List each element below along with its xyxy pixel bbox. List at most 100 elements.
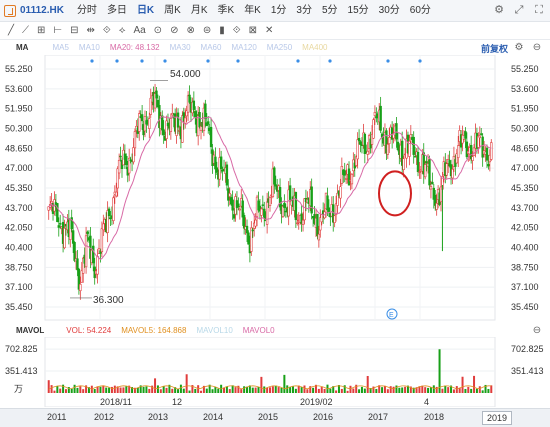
volume-bar	[406, 385, 409, 393]
candle-body	[457, 145, 460, 158]
price-label-left: 55.250	[5, 64, 33, 74]
event-dot[interactable]	[386, 59, 390, 63]
candle-body	[96, 256, 99, 275]
checkbox-icon[interactable]	[4, 4, 16, 17]
drawing-tool-icon[interactable]: ⊞	[37, 24, 46, 36]
event-dot[interactable]	[206, 59, 210, 63]
period-tab[interactable]: 分时	[76, 4, 97, 16]
candle-body	[119, 155, 122, 158]
candle-body	[300, 213, 303, 224]
drawing-tool-icon[interactable]: ✕	[265, 24, 274, 36]
volume-bar	[251, 387, 254, 393]
e-marker-icon[interactable]	[386, 308, 398, 320]
candle-body	[273, 167, 276, 185]
drawing-tool-icon[interactable]: Aa	[133, 24, 146, 36]
mavol-items: VOL: 54.224 MAVOL5: 164.868 MAVOL10 MAVOL0	[66, 326, 284, 335]
volume-bar	[47, 380, 50, 393]
volume-bar	[478, 386, 481, 393]
price-label-left: 35.450	[5, 302, 33, 312]
candle-body	[116, 168, 119, 189]
period-tab[interactable]: 3分	[296, 4, 312, 16]
period-tab[interactable]: 季K	[217, 4, 235, 16]
volume-bar	[162, 386, 165, 393]
settings-icon[interactable]: ⚙	[494, 4, 504, 16]
fullscreen-icon[interactable]: ⛶	[535, 4, 543, 16]
candle-body	[184, 117, 187, 124]
volume-bar	[165, 387, 168, 393]
fq-label[interactable]: 前复权	[480, 43, 508, 54]
volume-bar	[450, 385, 453, 393]
mavol-close-icon[interactable]: ⊖	[532, 324, 542, 336]
drawing-tool-icon[interactable]: ▮	[219, 24, 225, 36]
event-dot[interactable]	[296, 59, 300, 63]
time-axis[interactable]: 2019 2011 2018/11 2012 2013 12 2014 2015 2019/0…	[0, 397, 550, 427]
volume-bar	[179, 384, 182, 393]
ma-item: MA5	[52, 43, 69, 52]
drawing-tool-icon[interactable]: ⊙	[153, 24, 163, 36]
price-label-left: 37.100	[5, 282, 33, 292]
period-tab[interactable]: 60分	[409, 4, 431, 16]
drawing-tool-icon[interactable]: ⊠	[248, 24, 258, 36]
drawing-tool-icon[interactable]: ⊜	[202, 24, 212, 36]
candle-body	[169, 118, 173, 132]
volume-bar	[228, 389, 231, 393]
event-dot[interactable]	[328, 59, 332, 63]
candle-body	[386, 144, 390, 155]
event-dot[interactable]	[140, 59, 144, 63]
event-dot[interactable]	[418, 59, 422, 63]
period-tab[interactable]: 1分	[270, 4, 287, 16]
period-tab[interactable]: 多日	[106, 4, 127, 16]
volume-bar	[323, 388, 326, 393]
event-dot[interactable]	[163, 59, 167, 63]
period-tab[interactable]: 5分	[321, 4, 338, 16]
event-dot[interactable]	[236, 59, 240, 63]
drawing-toolbar: ╱ ⟋ ⊞ ⊢ ⊟ ⇹ ⟐ ⟡ Aa ⊙ ⊘ ⊗ ⊜ ▮ ⟐ ⊠ ✕	[0, 22, 550, 40]
expand-icon[interactable]: ⤢	[514, 4, 524, 16]
price-label-left: 53.600	[5, 84, 33, 94]
ticker-label[interactable]: 01112.HK	[20, 5, 64, 16]
period-tab[interactable]: 年K	[244, 4, 261, 16]
volume-chart[interactable]: 702.825 702.825 351.413 351.413	[0, 337, 550, 407]
mavol-item: MAVOL5: 164.868	[121, 326, 187, 335]
volume-bar	[62, 384, 65, 393]
candle-body	[317, 233, 321, 241]
volume-bar	[401, 387, 404, 393]
volume-bar	[317, 388, 320, 393]
top-right-tools: ⚙ ⤢ ⛶	[492, 3, 546, 17]
drawing-tool-icon[interactable]: ⊗	[186, 24, 195, 36]
period-tab[interactable]: 15分	[347, 4, 369, 16]
candle-body	[478, 135, 481, 139]
drawing-tool-icon[interactable]: ⟡	[118, 24, 126, 36]
drawing-tool-icon[interactable]: ⊘	[170, 24, 179, 36]
event-dot[interactable]	[115, 59, 119, 63]
volume-bar	[171, 388, 174, 393]
candlestick-chart[interactable]: 55.250 55.250 53.600 53.600 51.950 51.950 50.3…	[0, 55, 550, 323]
period-tab[interactable]: 周K	[164, 4, 181, 16]
drawing-tool-icon[interactable]: ⟐	[102, 24, 111, 36]
ticker-wrap[interactable]: 01112.HK	[0, 0, 64, 22]
drawing-tool-icon[interactable]: ⟋	[22, 24, 30, 36]
period-tab[interactable]: 30分	[378, 4, 400, 16]
period-tab[interactable]: 日K	[136, 4, 155, 16]
volume-bar	[139, 385, 142, 393]
volume-bars	[47, 349, 493, 393]
drawing-tool-icon[interactable]: ╱	[8, 24, 15, 36]
drawing-tool-icon[interactable]: ⊟	[70, 24, 79, 36]
price-label-right: 40.400	[511, 243, 539, 253]
period-tab[interactable]: 月K	[190, 4, 208, 16]
candle-body	[161, 115, 164, 131]
candle-body	[490, 142, 493, 160]
candle-body	[388, 136, 391, 144]
drawing-tool-icon[interactable]: ⊢	[53, 24, 63, 36]
volume-bar	[467, 386, 470, 393]
volume-bar	[372, 386, 375, 393]
drawing-tool-icon[interactable]: ⇹	[86, 24, 95, 36]
time-label: 2015	[258, 412, 279, 422]
event-dot[interactable]	[90, 59, 94, 63]
candle-body	[176, 112, 180, 128]
drawing-tool-icon[interactable]: ⟐	[232, 24, 241, 36]
minus-icon[interactable]: ⊖	[532, 42, 542, 53]
gear-icon[interactable]: ⚙	[514, 42, 524, 53]
candle-body	[148, 118, 151, 129]
year-selector[interactable]: 2019	[482, 411, 512, 425]
